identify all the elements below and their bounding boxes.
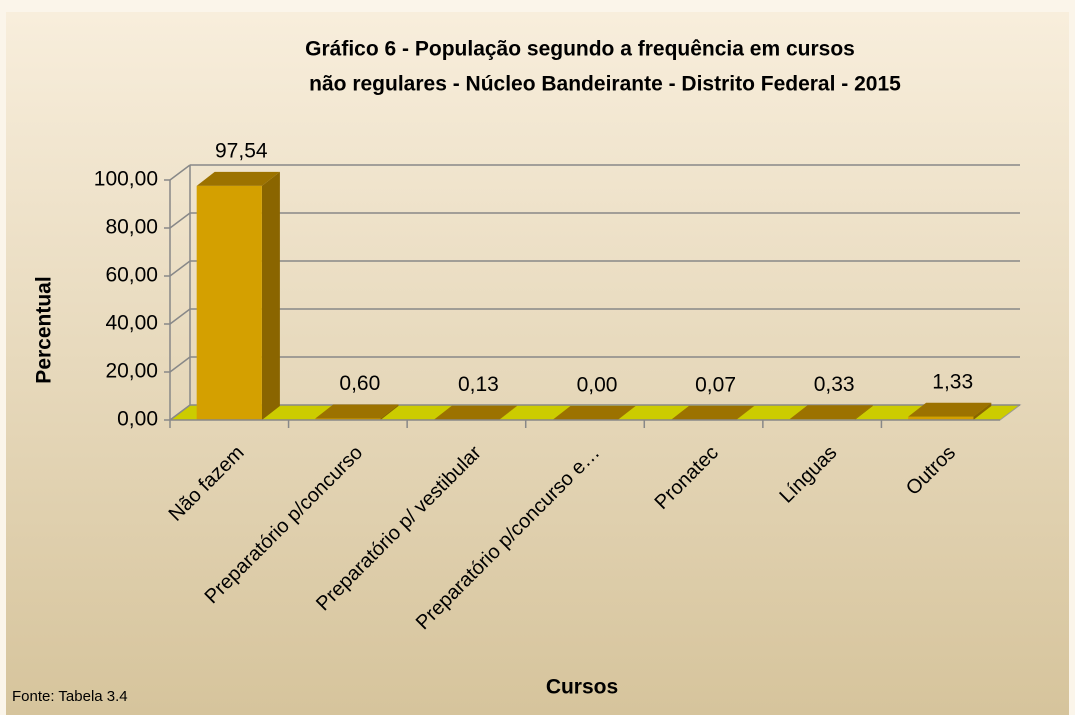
bar-side — [380, 404, 399, 420]
bar-top — [315, 404, 399, 419]
y-tick-label: 80,00 — [105, 216, 158, 239]
bar — [552, 406, 636, 420]
bar — [196, 171, 280, 420]
bar-top — [908, 402, 992, 417]
data-label: 1,33 — [932, 370, 973, 393]
x-axis-label: Cursos — [546, 676, 618, 699]
y-tick-label: 60,00 — [105, 264, 158, 287]
bar — [433, 405, 518, 420]
background — [6, 12, 1069, 715]
bar-top — [433, 405, 518, 420]
data-label: 0,00 — [577, 374, 618, 397]
chart-title: Gráfico 6 - População segundo a frequênc… — [305, 38, 855, 61]
bar-side — [973, 402, 992, 420]
source-note: Fonte: Tabela 3.4 — [12, 688, 128, 705]
bar-front — [908, 416, 974, 420]
bar-top — [789, 405, 873, 420]
chart-title: não regulares - Núcleo Bandeirante - Dis… — [309, 73, 901, 96]
grid-line — [169, 164, 191, 181]
grid-line — [169, 212, 191, 229]
grid-line — [169, 308, 191, 325]
data-label: 0,60 — [339, 372, 380, 395]
data-label: 97,54 — [215, 139, 268, 162]
y-tick-label: 40,00 — [105, 312, 158, 335]
bar-front — [196, 185, 262, 420]
bar — [670, 405, 755, 420]
grid-line — [169, 260, 191, 277]
y-tick-label: 20,00 — [105, 360, 158, 383]
bar-top — [670, 405, 755, 420]
y-axis-label: Percentual — [33, 276, 56, 383]
bar-side — [261, 171, 280, 420]
bar — [908, 402, 992, 420]
bar-side — [736, 405, 755, 420]
grid-line — [169, 404, 191, 421]
data-label: 0,07 — [695, 373, 736, 396]
bar-top — [552, 406, 636, 420]
data-label: 0,13 — [458, 373, 499, 396]
y-tick-label: 0,00 — [117, 408, 158, 431]
y-tick-label: 100,00 — [94, 168, 158, 191]
bar-side — [854, 405, 873, 420]
grid-line — [169, 356, 191, 373]
bar-side — [499, 405, 518, 420]
bar-top — [196, 171, 280, 186]
data-label: 0,33 — [814, 373, 855, 396]
